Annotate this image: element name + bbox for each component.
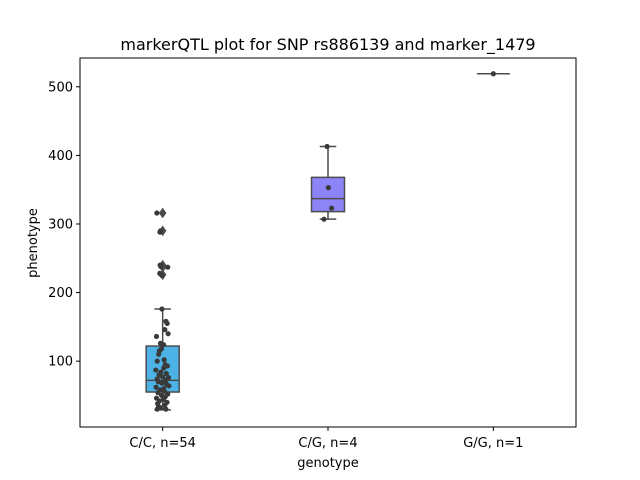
y-tick-label: 100 — [48, 355, 73, 370]
data-point — [153, 333, 160, 340]
data-point — [490, 71, 496, 77]
x-tick-label: C/C, n=54 — [129, 436, 195, 451]
data-point — [164, 320, 170, 327]
strip-points — [153, 210, 172, 412]
data-point — [163, 406, 169, 412]
data-point — [166, 383, 172, 389]
data-point — [329, 205, 335, 211]
y-tick-label: 500 — [48, 80, 73, 95]
data-point — [162, 402, 168, 408]
data-point — [163, 370, 169, 377]
data-point — [156, 351, 162, 357]
data-point — [159, 306, 165, 312]
y-tick-label: 400 — [48, 149, 73, 164]
data-point — [153, 384, 159, 390]
y-axis-label: phenotype — [26, 208, 41, 278]
data-point — [161, 357, 167, 363]
data-point — [159, 380, 165, 386]
data-point — [154, 210, 160, 216]
outlier-marker — [158, 207, 167, 219]
box-group — [310, 145, 346, 220]
plot-area — [145, 71, 510, 412]
data-point — [158, 263, 164, 270]
data-point — [157, 229, 163, 235]
data-point — [325, 185, 331, 191]
data-point — [155, 390, 161, 396]
data-point — [321, 216, 327, 222]
data-point — [162, 327, 168, 333]
x-axis: C/C, n=54 C/G, n=4 G/G, n=1 — [129, 427, 523, 451]
chart-title: markerQTL plot for SNP rs886139 and mark… — [120, 35, 535, 55]
data-point — [160, 374, 166, 380]
data-point — [154, 358, 160, 364]
y-axis: 100 200 300 400 500 — [48, 80, 80, 370]
data-point — [165, 331, 171, 337]
data-point — [324, 143, 330, 150]
data-point — [161, 365, 167, 371]
y-tick-label: 300 — [48, 217, 73, 232]
strip-points — [490, 71, 496, 77]
data-point — [154, 406, 160, 412]
x-tick-label: C/G, n=4 — [298, 436, 357, 451]
x-tick-label: G/G, n=1 — [463, 436, 523, 451]
data-point — [162, 377, 169, 383]
x-axis-label: genotype — [297, 456, 358, 471]
box-iqr — [310, 176, 346, 213]
data-point — [165, 264, 171, 270]
y-tick-label: 200 — [48, 286, 73, 301]
strip-points — [321, 143, 335, 222]
data-point — [160, 396, 166, 403]
data-point — [153, 367, 159, 373]
data-point — [160, 342, 167, 348]
data-point — [159, 272, 165, 279]
